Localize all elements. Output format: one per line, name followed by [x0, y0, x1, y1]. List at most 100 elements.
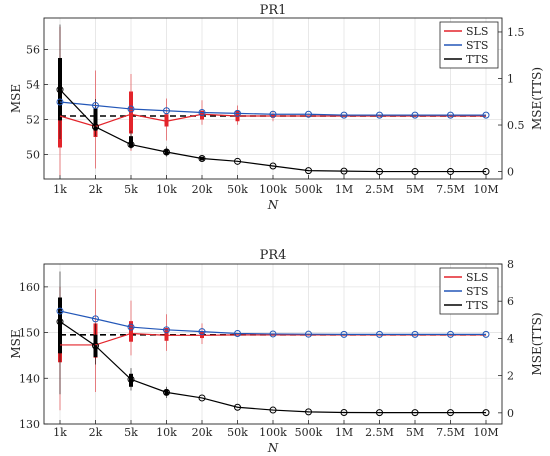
x-tick-label: 2.5M — [365, 426, 394, 439]
point-tts — [92, 342, 99, 350]
point-tts — [127, 141, 135, 149]
point-sts — [56, 307, 64, 315]
point-tts — [411, 168, 419, 176]
point-sts — [163, 107, 170, 115]
x-tick-label: 10k — [156, 426, 177, 439]
x-tick-label: 20k — [192, 183, 213, 196]
point-tts — [198, 155, 206, 163]
x-tick-label: 50k — [227, 426, 248, 439]
point-sts — [411, 330, 419, 338]
x-tick-label: 10M — [473, 426, 498, 439]
point-tts — [447, 409, 454, 417]
x-tick-label: 10M — [473, 183, 498, 196]
point-sts — [376, 111, 383, 119]
y-tick-labels-right: 0 0.5 1 1.5 — [507, 26, 525, 179]
series-sts-markers — [56, 307, 490, 338]
gridlines — [44, 18, 502, 179]
x-tick-label: 100k — [259, 426, 287, 439]
y-tick-label-left: 150 — [19, 327, 40, 340]
y-tick-label-right: 0.5 — [507, 119, 525, 132]
point-sts — [234, 109, 241, 117]
chart-title: PR1 — [260, 3, 287, 18]
point-tts — [163, 148, 170, 156]
point-tts — [305, 408, 312, 416]
series-sts-line — [59, 310, 486, 335]
y-tick-label-right: 2 — [507, 370, 514, 383]
series-sts-markers — [56, 98, 490, 119]
series-tts-markers — [56, 86, 490, 176]
point-sts — [482, 330, 490, 338]
x-axis-label: N — [267, 441, 279, 455]
point-tts — [411, 409, 419, 417]
point-tts — [234, 403, 241, 411]
point-tts — [482, 409, 490, 417]
x-tick-label: 2k — [89, 183, 103, 196]
series-tts-line — [59, 321, 486, 414]
panel-pr1: 1k 2k 5k 10k 20k 50k 100k 500k 1M 2.5M 5M 7.5M 10M 50… — [9, 3, 544, 212]
legend-label-tts: TTS — [466, 299, 488, 312]
point-sts — [198, 328, 206, 336]
legend-label-tts: TTS — [466, 53, 488, 66]
point-tts — [56, 318, 64, 326]
point-tts — [269, 162, 277, 170]
point-tts — [234, 157, 241, 165]
point-tts — [447, 168, 454, 176]
point-sts — [198, 109, 206, 116]
point-tts — [56, 86, 64, 94]
y-tick-label-left: 52 — [26, 114, 40, 127]
x-tick-label: 2k — [89, 426, 103, 439]
point-tts — [92, 123, 99, 131]
point-tts — [340, 408, 348, 416]
series-tts-boxes — [58, 271, 169, 398]
x-tick-labels: 1k 2k 5k 10k 20k 50k 100k 500k 1M 2.5M 5M 7.5M 10M — [53, 426, 498, 439]
y-axis-label-right: MSE(TTS) — [530, 312, 544, 375]
point-sts — [482, 111, 490, 119]
x-tick-label: 5k — [124, 426, 138, 439]
x-tick-label: 2.5M — [365, 183, 394, 196]
point-sts — [127, 323, 135, 331]
point-sts — [447, 330, 454, 338]
point-sts — [376, 330, 383, 338]
x-tick-label: 1M — [335, 183, 353, 196]
y-tick-labels-right: 0 2 4 6 8 — [507, 258, 514, 420]
point-sts — [305, 110, 312, 118]
series-sts-line — [59, 101, 486, 116]
x-tick-label: 1k — [53, 426, 67, 439]
x-tick-label: 5M — [406, 426, 424, 439]
x-tick-label: 7.5M — [436, 426, 465, 439]
y-tick-label-left: 50 — [26, 149, 40, 162]
x-tick-label: 500k — [295, 183, 323, 196]
point-tts — [340, 167, 348, 175]
y-tick-label-right: 0 — [507, 407, 514, 420]
point-tts — [127, 375, 135, 383]
y-axis-label-right: MSE(TTS) — [530, 67, 544, 130]
gridlines — [44, 264, 502, 425]
point-sts — [92, 102, 99, 109]
point-tts — [198, 394, 206, 402]
point-tts — [376, 409, 383, 417]
series-sls-line — [59, 113, 486, 128]
x-tick-label: 7.5M — [436, 183, 465, 196]
y-tick-labels-left: 50 52 54 56 — [26, 44, 40, 162]
x-tick-label: 1M — [335, 426, 353, 439]
y-tick-label-left: 56 — [26, 44, 40, 57]
y-tick-label-right: 4 — [507, 332, 514, 345]
legend-label-sls: SLS — [466, 25, 488, 38]
x-tick-label: 5k — [124, 183, 138, 196]
point-sts — [92, 315, 99, 323]
chart-title: PR4 — [260, 248, 287, 263]
y-tick-labels-left: 130 140 150 160 — [19, 281, 40, 431]
point-tts — [163, 388, 170, 396]
point-sts — [447, 111, 454, 119]
point-sts — [411, 111, 419, 119]
point-sts — [163, 326, 170, 334]
y-tick-label-right: 0 — [507, 166, 514, 179]
x-tick-label: 5M — [406, 183, 424, 196]
x-tick-label: 20k — [192, 426, 213, 439]
point-sts — [56, 98, 64, 106]
point-tts — [376, 168, 383, 176]
point-sts — [127, 105, 135, 113]
point-sts — [269, 110, 277, 118]
